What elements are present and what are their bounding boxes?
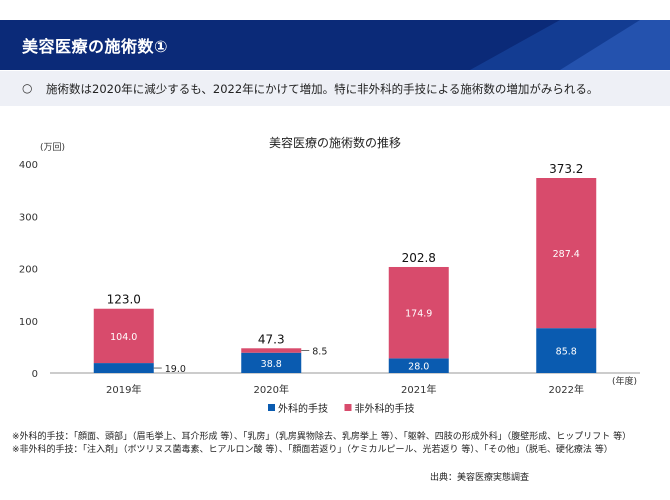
y-tick-label: 100	[19, 317, 38, 328]
total-label: 47.3	[258, 332, 285, 346]
data-label: 287.4	[553, 249, 580, 260]
bar-segment	[93, 308, 154, 364]
summary-bullet: ○	[22, 81, 33, 95]
x-tick-label: 2020年	[254, 383, 289, 396]
page-title: 美容医療の施術数①	[22, 37, 169, 56]
x-tick-label: 2019年	[106, 383, 141, 396]
x-tick-label: 2022年	[549, 383, 584, 396]
y-tick-label: 400	[19, 160, 38, 171]
footnotes: ※外科的手技：「顔面、頭部」（眉毛挙上、耳介形成 等）、「乳房」（乳房異物除去、…	[12, 431, 631, 457]
total-label: 202.8	[402, 251, 436, 265]
note-nonsurgical: ※非外科的手技：「注入剤」（ボツリヌス菌毒素、ヒアルロン酸 等）、「顔面若返り」…	[12, 445, 613, 455]
data-label: 28.0	[408, 362, 429, 373]
y-tick-label: 0	[32, 369, 38, 380]
x-tick-label: 2021年	[401, 383, 436, 396]
stacked-bar-chart: 美容医療の施術数の推移 (万回) 0 100 200 300 400 19.0 104.0 123…	[19, 135, 640, 415]
note-surgical: ※外科的手技：「顔面、頭部」（眉毛挙上、耳介形成 等）、「乳房」（乳房異物除去、…	[12, 432, 632, 442]
data-label: 19.0	[165, 364, 186, 375]
bar-segment	[536, 178, 597, 329]
header-decoration	[470, 20, 670, 70]
bar-segment	[241, 348, 302, 353]
data-label: 85.8	[556, 347, 577, 358]
data-label: 104.0	[110, 332, 137, 343]
summary-box: ○ 施術数は2020年に減少するも、2022年にかけて増加。特に非外科的手技によ…	[0, 71, 670, 106]
data-label: 174.9	[405, 309, 432, 320]
bar-segment	[388, 358, 449, 373]
bar-segment	[241, 352, 302, 373]
source-note: 出典：美容医療実態調査	[430, 473, 530, 483]
chart-title: 美容医療の施術数の推移	[269, 135, 401, 150]
legend-swatch	[344, 404, 352, 411]
y-axis-label: (万回)	[40, 142, 65, 153]
legend-swatch	[268, 404, 275, 411]
legend-label: 非外科的手技	[355, 402, 415, 415]
legend-label: 外科的手技	[278, 402, 328, 415]
data-label: 38.8	[261, 359, 282, 370]
total-label: 373.2	[549, 162, 583, 176]
bar-segment	[388, 266, 449, 359]
total-label: 123.0	[107, 293, 141, 307]
summary-text: 施術数は2020年に減少するも、2022年にかけて増加。特に非外科的手技による施…	[46, 82, 599, 96]
bar-segment	[93, 363, 154, 373]
bar-segment	[536, 328, 597, 373]
x-axis-label: (年度)	[612, 375, 637, 387]
data-label: 8.5	[312, 347, 327, 358]
header-banner: 美容医療の施術数①	[0, 20, 670, 70]
y-tick-label: 200	[19, 265, 38, 276]
y-tick-label: 300	[19, 212, 38, 223]
